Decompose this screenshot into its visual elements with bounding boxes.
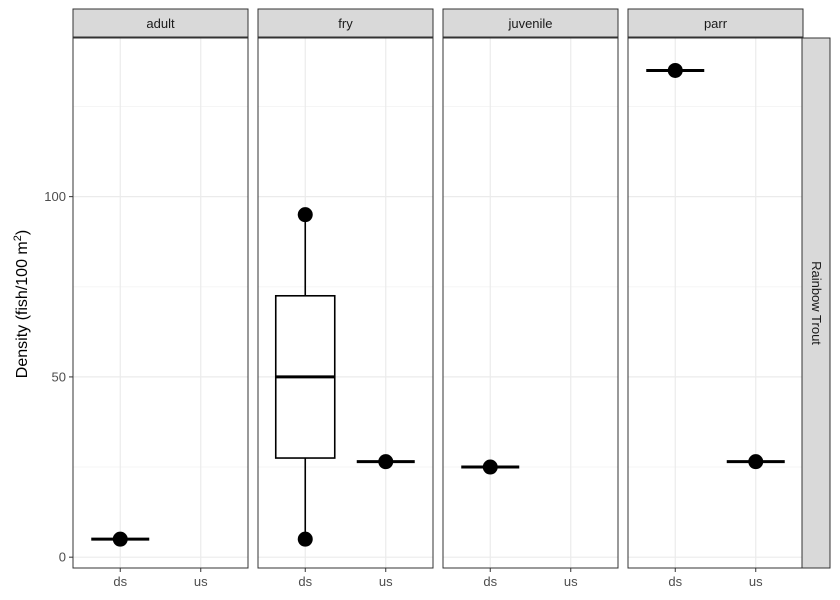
panel-border xyxy=(72,37,249,569)
row-strip-label: Rainbow Trout xyxy=(809,261,824,345)
x-tick-label: us xyxy=(194,574,208,589)
panel-border xyxy=(257,37,434,569)
row-strip-box xyxy=(801,37,831,569)
panel-background xyxy=(73,38,248,568)
x-tick-label: ds xyxy=(113,574,127,589)
x-tick-label: us xyxy=(564,574,578,589)
panel-adult: adult ds us xyxy=(72,8,249,589)
row-strip: Rainbow Trout xyxy=(801,37,831,569)
data-point xyxy=(297,531,313,547)
facet-panels: adult ds us fry ds us juvenile ds us parr ds us xyxy=(72,8,804,589)
panel-background xyxy=(443,38,618,568)
x-tick-label: us xyxy=(749,574,763,589)
y-axis-title: Density (fish/100 m2) xyxy=(12,230,31,378)
x-tick-label: ds xyxy=(668,574,682,589)
facet-strip-label: juvenile xyxy=(507,16,552,31)
panel-fry: fry ds us xyxy=(257,8,434,589)
facet-strip xyxy=(627,8,804,38)
y-tick-label: 100 xyxy=(44,189,66,204)
facet-strip xyxy=(72,8,249,38)
x-tick-label: ds xyxy=(483,574,497,589)
panel-border xyxy=(442,37,619,569)
facet-strip xyxy=(257,8,434,38)
y-tick-label: 0 xyxy=(59,550,66,565)
data-point xyxy=(297,207,313,223)
y-tick-label: 50 xyxy=(52,369,66,384)
data-point xyxy=(748,454,764,470)
facet-strip xyxy=(442,8,619,38)
facet-strip-label: adult xyxy=(146,16,175,31)
panel-parr: parr ds us xyxy=(627,8,804,589)
x-tick-label: ds xyxy=(298,574,312,589)
panel-background xyxy=(628,38,803,568)
y-axis: 0 50 100 xyxy=(44,189,73,565)
data-point xyxy=(378,454,394,470)
x-tick-label: us xyxy=(379,574,393,589)
data-point xyxy=(667,62,683,78)
data-point xyxy=(112,531,128,547)
data-point xyxy=(482,459,498,475)
panel-juvenile: juvenile ds us xyxy=(442,8,619,589)
facet-strip-label: fry xyxy=(338,16,353,31)
facet-strip-label: parr xyxy=(704,16,728,31)
